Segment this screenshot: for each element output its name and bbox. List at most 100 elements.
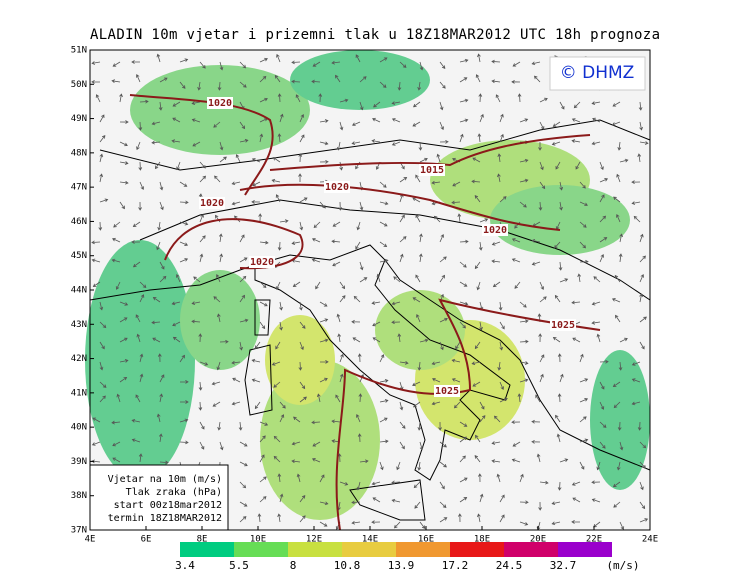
wind-arrow <box>353 295 361 303</box>
wind-arrow <box>592 117 601 123</box>
wind-arrow <box>611 298 621 303</box>
colorbar-label: 5.5 <box>229 559 249 572</box>
wind-arrow <box>339 281 346 290</box>
wind-arrow <box>391 101 401 105</box>
wind-arrow <box>474 194 481 203</box>
wind-arrow <box>539 373 544 383</box>
wind-arrow <box>259 301 268 307</box>
wind-arrow <box>511 458 521 463</box>
colorbar-swatch <box>558 542 612 557</box>
colorbar-label: 13.9 <box>388 559 415 572</box>
wind-arrow <box>519 178 529 183</box>
wind-arrow <box>419 441 424 451</box>
wind-arrow <box>639 255 646 263</box>
wind-arrow <box>92 281 101 287</box>
wind-arrow <box>491 459 501 463</box>
wind-arrow <box>171 139 181 143</box>
wind-arrow <box>298 173 302 183</box>
lon-label: 6E <box>141 535 152 545</box>
wind-arrow <box>571 139 581 143</box>
wind-arrow <box>538 201 543 211</box>
wind-arrow <box>499 113 504 123</box>
wind-arrow <box>259 281 267 289</box>
wind-arrow <box>111 420 121 425</box>
wind-arrow <box>95 94 101 103</box>
wind-arrow <box>273 435 281 443</box>
wind-arrow <box>371 520 381 525</box>
wind-arrow <box>271 178 281 183</box>
wind-arrow <box>439 274 446 283</box>
wind-arrow <box>351 121 361 126</box>
wind-arrow <box>533 75 541 83</box>
wind-arrow <box>452 181 461 187</box>
wind-arrow <box>519 158 529 163</box>
isobar-label: 1020 <box>250 257 274 268</box>
wind-arrow <box>119 317 128 323</box>
wind-arrow <box>199 441 205 450</box>
wind-arrow <box>99 361 104 371</box>
wind-arrow <box>139 353 144 363</box>
wind-arrow <box>376 273 381 283</box>
wind-arrow <box>399 214 405 223</box>
wind-arrow <box>319 301 328 307</box>
wind-arrow <box>539 181 546 190</box>
wind-arrow <box>431 377 441 383</box>
wind-arrow <box>319 201 326 209</box>
wind-arrow <box>439 481 445 490</box>
isobars <box>129 94 601 531</box>
lat-label: 39N <box>71 457 87 467</box>
isobar-label: 1025 <box>435 386 459 397</box>
wind-arrow <box>379 241 388 248</box>
colorbar-swatch <box>504 542 558 557</box>
wind-arrow <box>519 201 527 208</box>
wind-arrow <box>613 401 621 409</box>
wind-arrow <box>373 101 381 108</box>
wind-arrow <box>439 317 448 323</box>
wind-arrow <box>412 381 421 387</box>
wind-arrow <box>391 320 401 325</box>
wind-arrow <box>99 321 107 329</box>
wind-arrow <box>239 481 247 489</box>
wind-arrow <box>559 101 565 110</box>
wind-arrow <box>311 237 321 243</box>
wind-arrow <box>474 261 481 270</box>
wind-arrow <box>193 276 201 283</box>
wind-arrow <box>475 74 481 83</box>
isobar-label: 1020 <box>325 182 349 193</box>
lat-label: 37N <box>71 526 87 536</box>
wind-arrow <box>379 57 388 63</box>
lat-label: 51N <box>71 46 87 56</box>
wind-arrow <box>631 378 641 383</box>
wind-arrow <box>273 381 281 388</box>
wind-arrow <box>579 398 589 403</box>
wind-arrow <box>414 501 421 509</box>
wind-arrow <box>299 134 305 143</box>
wind-arrow <box>379 399 389 403</box>
wind-arrow <box>299 396 307 403</box>
wind-arrow <box>99 301 104 311</box>
wind-arrow <box>299 341 304 351</box>
wind-arrow <box>479 415 486 423</box>
wind-arrow <box>412 121 421 127</box>
wind-arrow <box>439 517 448 523</box>
wind-arrow <box>176 161 181 171</box>
wind-arrow <box>139 281 147 289</box>
colorbar-label: 10.8 <box>334 559 361 572</box>
wind-arrow <box>319 119 329 123</box>
wind-arrow <box>116 393 121 403</box>
wind-arrow <box>379 417 388 423</box>
wind-arrow <box>239 341 243 351</box>
wind-arrow <box>112 237 121 243</box>
wind-arrow <box>251 358 261 363</box>
colorbar-unit: (m/s) <box>606 559 639 572</box>
wind-arrow <box>639 121 643 131</box>
wind-arrow <box>156 413 161 423</box>
wind-arrow <box>413 401 421 408</box>
wind-arrow <box>477 513 481 523</box>
wind-arrow <box>238 421 243 431</box>
wind-arrow <box>359 277 368 283</box>
wind-arrow <box>119 180 129 185</box>
wind-arrow <box>379 221 388 227</box>
wind-arrow <box>277 133 282 143</box>
wind-arrow <box>239 461 248 467</box>
